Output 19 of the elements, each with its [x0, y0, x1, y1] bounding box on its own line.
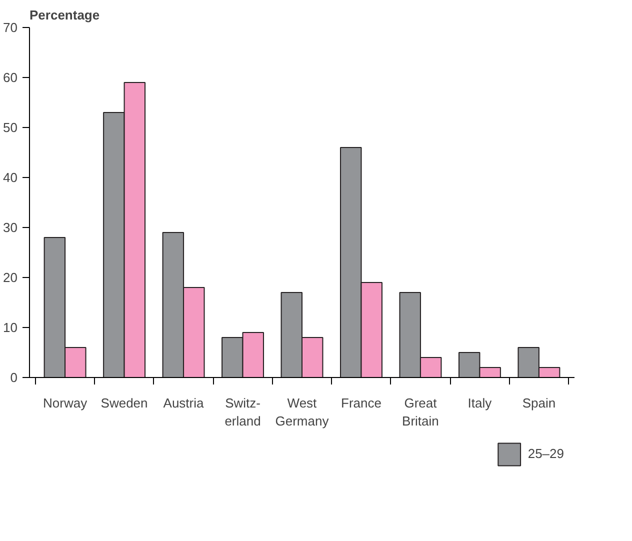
x-tick-label: West Germany [275, 396, 330, 428]
x-tick-label: France [341, 396, 382, 410]
y-tick-label: 50 [3, 120, 18, 135]
x-tick-label: Spain [522, 396, 556, 410]
x-tick-label: Italy [468, 396, 492, 410]
y-tick-label: 30 [3, 220, 18, 235]
x-tick-label: Sweden [100, 396, 148, 410]
x-tick-label: Austria [163, 396, 205, 410]
legend-label: 25–29 [528, 446, 564, 461]
y-axis-title: Percentage [30, 8, 100, 22]
x-tick-label: Great Britain [402, 396, 439, 428]
y-tick-label: 10 [3, 320, 18, 335]
x-tick-label: Switz- erland [224, 396, 261, 428]
y-tick-label: 60 [3, 70, 18, 85]
y-tick-label: 70 [3, 20, 18, 35]
y-tick-label: 20 [3, 270, 18, 285]
x-tick-label: Norway [43, 396, 88, 410]
y-tick-label: 0 [10, 370, 18, 385]
y-tick-label: 40 [3, 170, 18, 185]
